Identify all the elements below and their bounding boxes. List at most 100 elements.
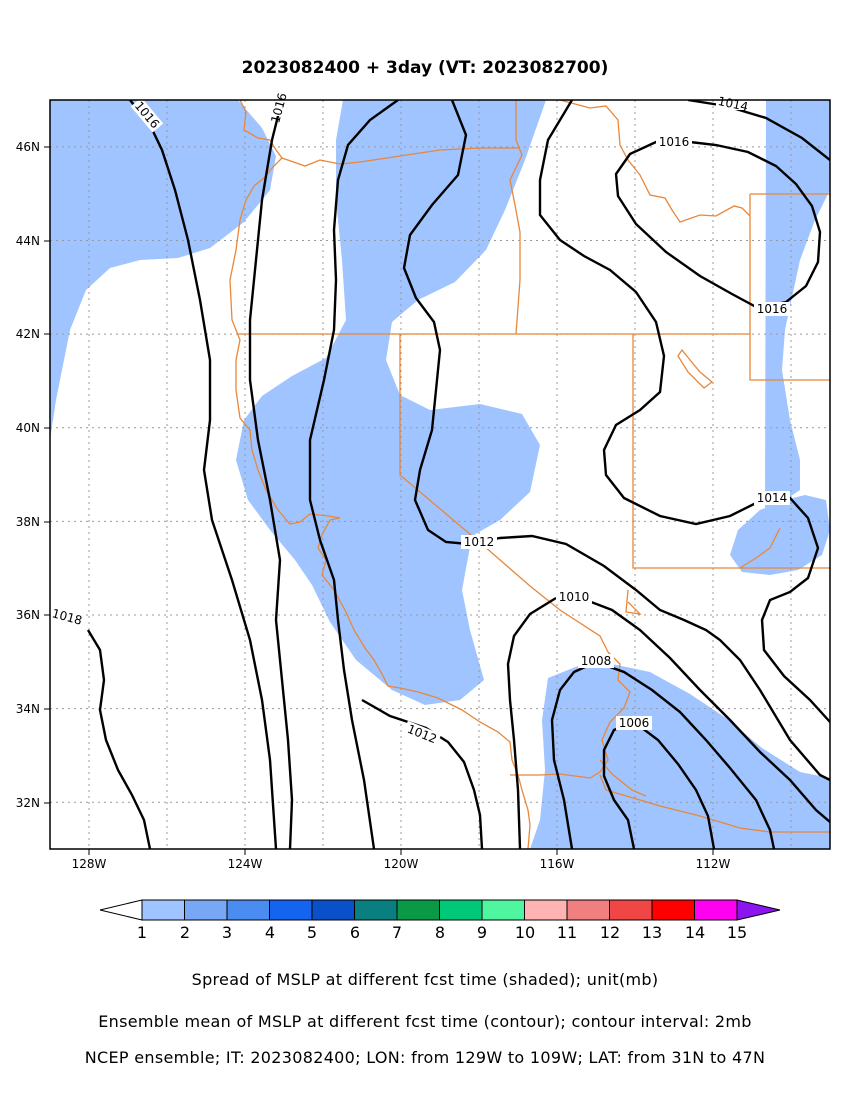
colorbar-label: 15 — [727, 923, 747, 942]
x-tick-label: 112W — [696, 857, 731, 871]
svg-text:1018: 1018 — [50, 606, 83, 627]
svg-text:1008: 1008 — [581, 654, 612, 668]
colorbar-cell — [269, 899, 313, 921]
caption-shading: Spread of MSLP at different fcst time (s… — [191, 970, 659, 989]
x-tick-label: 120W — [384, 857, 419, 871]
colorbar-cell — [481, 899, 525, 921]
colorbar-label: 1 — [137, 923, 147, 942]
id-wa-border — [509, 100, 523, 335]
colorbar-cell — [184, 899, 228, 921]
colorbar-cell — [141, 899, 185, 921]
pacific-coastline — [229, 100, 519, 776]
colorbar-low-arrow — [99, 899, 143, 921]
y-tick-label: 42N — [16, 327, 40, 341]
mslp-contours — [86, 100, 830, 849]
gsl-outline — [677, 348, 714, 389]
contour-1016-west — [129, 100, 278, 849]
colorbar-cell — [609, 899, 653, 921]
y-tick-label: 32N — [16, 796, 40, 810]
contour-1008-b — [595, 660, 776, 849]
y-tick-label: 40N — [16, 421, 40, 435]
contour-label: 1014 — [754, 491, 790, 505]
svg-text:1014: 1014 — [757, 491, 788, 505]
colorbar-label: 3 — [222, 923, 232, 942]
svg-text:1016: 1016 — [659, 135, 690, 149]
colorbar-label: 12 — [600, 923, 620, 942]
colorbar-cells — [141, 899, 738, 921]
contour-1016-ne — [614, 140, 822, 310]
colorbar-label: 2 — [180, 923, 190, 942]
id-mt-border — [559, 100, 751, 223]
colorbar-cell — [694, 899, 738, 921]
x-tick-label: 128W — [72, 857, 107, 871]
x-tick-label: 116W — [540, 857, 575, 871]
svg-text:1014: 1014 — [717, 94, 750, 114]
contour-1006 — [602, 720, 636, 849]
wy-border — [749, 193, 830, 381]
map-frame — [49, 99, 831, 850]
colorbar: 1 2 3 4 5 6 7 8 9 10 11 12 13 14 15 — [99, 899, 781, 942]
caption-contour: Ensemble mean of MSLP at different fcst … — [98, 1012, 752, 1031]
contour-1016-coast — [248, 100, 294, 849]
colorbar-label: 11 — [557, 923, 577, 942]
spread-area-central — [236, 100, 546, 705]
colorbar-label: 14 — [685, 923, 705, 942]
x-axis-labels: 128W 124W 120W 116W 112W — [72, 857, 731, 871]
lake-mead-line — [739, 527, 781, 569]
chart-title: 2023082400 + 3day (VT: 2023082700) — [241, 58, 609, 78]
x-tick-label: 124W — [228, 857, 263, 871]
y-tick-label: 34N — [16, 702, 40, 716]
svg-text:1012: 1012 — [405, 722, 439, 746]
colorbar-labels: 1 2 3 4 5 6 7 8 9 10 11 12 13 14 15 — [137, 923, 747, 942]
colorbar-label: 5 — [307, 923, 317, 942]
colorbar-cell — [226, 899, 270, 921]
colorbar-cell — [566, 899, 610, 921]
contour-1006-b — [633, 721, 716, 849]
colorbar-label: 13 — [642, 923, 662, 942]
river-line — [599, 759, 647, 797]
or-wa-border — [281, 147, 520, 167]
colorbar-label: 8 — [435, 923, 445, 942]
contour-label: 1014 — [716, 94, 750, 114]
contour-1008 — [550, 660, 597, 849]
contour-1012-south — [361, 698, 484, 849]
y-tick-label: 44N — [16, 234, 40, 248]
spread-area-northwest — [50, 100, 276, 440]
svg-text:1006: 1006 — [619, 716, 650, 730]
y-tick-label: 36N — [16, 608, 40, 622]
colorbar-label: 7 — [392, 923, 402, 942]
colorbar-cell — [651, 899, 695, 921]
svg-text:1012: 1012 — [464, 535, 495, 549]
svg-text:1010: 1010 — [559, 590, 590, 604]
y-axis-labels: 46N 44N 42N 40N 38N 36N 34N 32N — [16, 140, 40, 810]
colorbar-cell — [354, 899, 398, 921]
political-boundaries — [229, 100, 830, 849]
colorbar-label: 9 — [477, 923, 487, 942]
contour-label: 1012 — [402, 720, 442, 748]
contour-label: 1012 — [461, 535, 497, 549]
colorbar-label: 4 — [265, 923, 275, 942]
contour-1014-ne — [687, 100, 830, 161]
colorbar-high-arrow — [736, 899, 781, 921]
contour-label: 1016 — [754, 302, 790, 316]
spread-area-east — [730, 495, 830, 575]
contour-1012-nw — [402, 100, 830, 782]
svg-text:1016: 1016 — [757, 302, 788, 316]
nv-ca-border — [399, 334, 609, 653]
contour-label: 1006 — [616, 716, 652, 730]
contour-label: 1016 — [268, 91, 290, 125]
az-nv-border — [510, 589, 642, 779]
colorbar-label: 10 — [515, 923, 535, 942]
colorbar-cell — [524, 899, 568, 921]
contour-1012-ne — [538, 100, 830, 723]
contour-label: 1018 — [48, 605, 86, 629]
y-tick-label: 38N — [16, 515, 40, 529]
colorbar-label: 6 — [350, 923, 360, 942]
colorbar-cell — [396, 899, 440, 921]
spread-area-northeast — [765, 100, 830, 508]
colorbar-cell — [439, 899, 483, 921]
contour-label: 1010 — [556, 590, 592, 604]
axis-ticks — [44, 146, 714, 855]
contour-1014-coast — [308, 100, 399, 849]
colorbar-cell — [311, 899, 355, 921]
